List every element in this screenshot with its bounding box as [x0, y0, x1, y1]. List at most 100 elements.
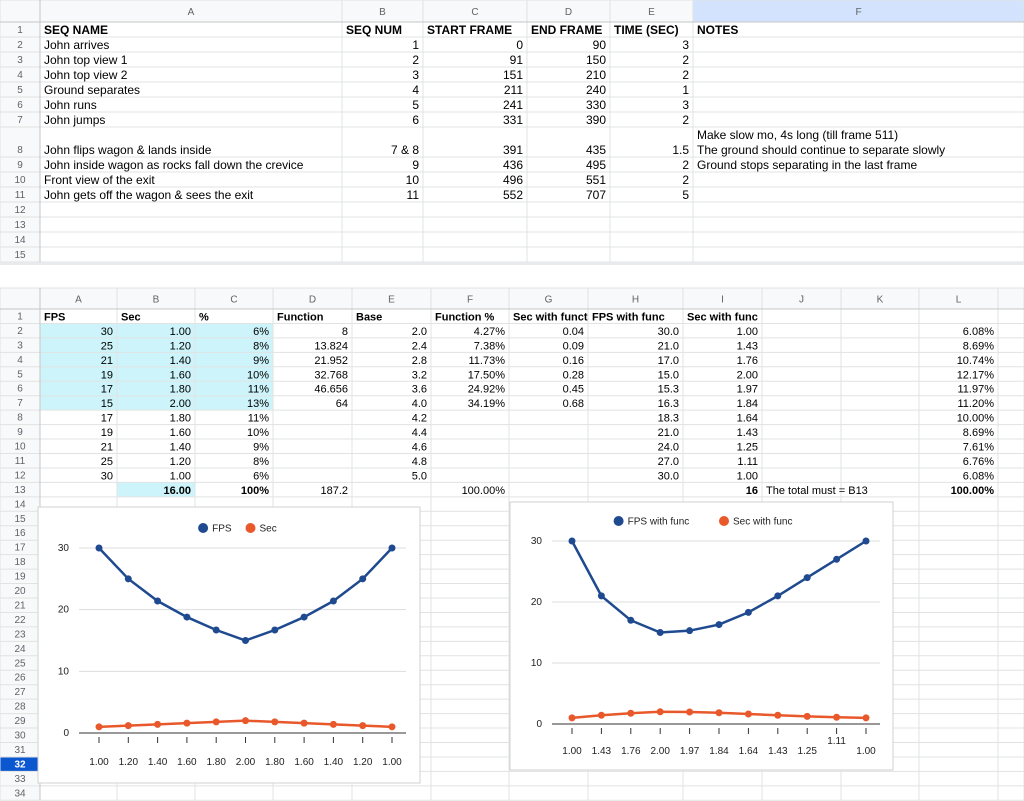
data-point [154, 720, 162, 728]
row-number: 28 [14, 702, 26, 713]
row-number: 8 [17, 145, 23, 156]
data-point [833, 713, 841, 721]
cell-text: 24.92% [468, 384, 506, 396]
data-point [183, 719, 191, 727]
x-tick-label: 1.00 [562, 746, 582, 757]
row-number: 6 [17, 100, 23, 111]
legend-marker [719, 516, 729, 526]
cell-text: 0 [516, 38, 523, 52]
x-tick-label: 1.60 [294, 757, 314, 768]
cell-text: 2 [682, 158, 689, 172]
cell-text: 30.0 [658, 470, 679, 482]
cell-text: 1.43 [737, 427, 758, 439]
cell-text: 552 [503, 188, 523, 202]
cell-text: 151 [503, 68, 523, 82]
row-number: 21 [14, 600, 26, 611]
row-number: 3 [17, 340, 23, 351]
cell-text: The ground should continue to separate s… [697, 143, 945, 157]
data-point [271, 626, 279, 634]
cell-text: 1.20 [170, 340, 191, 352]
data-point [388, 544, 396, 552]
row-number: 6 [17, 384, 23, 395]
cell-text: John inside wagon as rocks fall down the… [44, 158, 304, 172]
cell-text: 12.17% [957, 369, 995, 381]
cell-text: 24.0 [658, 442, 679, 454]
row-number: 19 [14, 572, 26, 583]
column-letter: D [309, 295, 316, 306]
cell-text: 17 [101, 413, 113, 425]
cell-text: Ground stops separating in the last fram… [697, 158, 917, 172]
cell-text: TIME (SEC) [614, 23, 679, 37]
data-point [242, 637, 249, 644]
cell-text: 1.20 [170, 456, 191, 468]
cell-text: 3 [412, 68, 419, 82]
cell-text: SEQ NAME [44, 23, 108, 37]
cell-text: 7 & 8 [391, 143, 419, 157]
cell-text: 17.0 [658, 355, 679, 367]
data-point [744, 710, 752, 718]
column-letter: J [799, 295, 804, 306]
cell-text: 3.6 [412, 384, 427, 396]
data-point [359, 575, 367, 583]
row-number: 12 [14, 205, 26, 216]
row-number: 3 [17, 55, 23, 66]
column-letter: C [471, 7, 478, 18]
data-point [212, 626, 220, 634]
cell-text: 2 [412, 53, 419, 67]
legend-marker [198, 523, 209, 533]
cell-text: 21.0 [658, 340, 679, 352]
cell-text: 15 [101, 398, 113, 410]
column-letter: D [565, 7, 572, 18]
cell-text: 8% [253, 340, 269, 352]
cell-text: 1.11 [737, 456, 758, 468]
y-tick-label: 30 [531, 536, 543, 547]
row-number: 5 [17, 369, 23, 380]
cell-text: 1.25 [737, 442, 758, 454]
x-tick-label: 1.64 [739, 746, 759, 757]
cell-text: The total must = B13 [766, 485, 868, 497]
row-number: 10 [14, 175, 26, 186]
cell-text: 21.952 [314, 355, 348, 367]
cell-text: 17 [101, 384, 113, 396]
cell-text: 2.00 [170, 398, 191, 410]
row-number: 8 [17, 413, 23, 424]
data-point [359, 722, 367, 730]
cell-text: 2.4 [412, 340, 427, 352]
cell-text: Ground separates [44, 83, 140, 97]
cell-text: 1.00 [170, 470, 191, 482]
x-tick-label: 1.00 [89, 757, 109, 768]
cell-text: 11% [248, 413, 269, 425]
data-point [774, 592, 782, 600]
cell-text: 8% [253, 456, 269, 468]
x-tick-label: 1.25 [797, 746, 817, 757]
row-number: 4 [17, 70, 23, 81]
row-number: 32 [14, 759, 26, 770]
cell-text: 30 [101, 470, 113, 482]
data-point [124, 575, 132, 583]
cell-text: 7.38% [474, 340, 505, 352]
cell-text: 3.2 [412, 369, 427, 381]
cell-text: 1.00 [737, 326, 758, 338]
cell-text: 1 [682, 83, 689, 97]
x-tick-label: 1.00 [856, 746, 876, 757]
cell-text: 211 [504, 83, 523, 97]
column-letter: A [75, 295, 82, 306]
cell-text: 21.0 [658, 427, 679, 439]
cell-text: 1.76 [737, 355, 758, 367]
cell-text: FPS [44, 311, 65, 323]
cell-text: 21 [101, 355, 113, 367]
data-point [803, 574, 811, 582]
row-number: 23 [14, 629, 26, 640]
cell-text: 15.3 [658, 384, 679, 396]
row-number: 13 [14, 485, 26, 496]
cell-text: Front view of the exit [44, 173, 155, 187]
cell-text: 0.16 [563, 355, 584, 367]
cell-text: Function [277, 311, 324, 323]
cell-text: 5 [412, 98, 419, 112]
cell-text: 91 [510, 53, 524, 67]
cell-text: 46.656 [314, 384, 348, 396]
cell-text: 32.768 [314, 369, 348, 381]
row-number: 11 [15, 190, 26, 201]
data-point [95, 723, 103, 731]
y-tick-label: 0 [536, 719, 542, 730]
